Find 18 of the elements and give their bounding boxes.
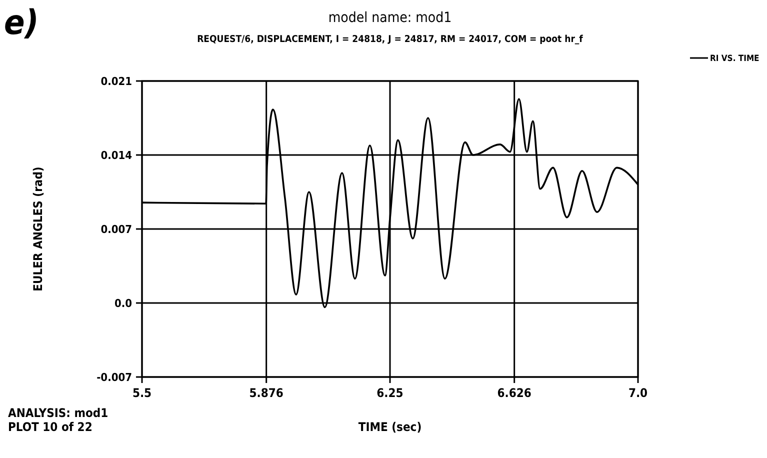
text: ANALYSIS: mod1 xyxy=(8,406,108,420)
y-tick-label: 0.014 xyxy=(100,149,132,162)
x-tick-label: 5.876 xyxy=(249,386,284,400)
x-tick-label: 6.25 xyxy=(376,386,404,400)
y-axis-title: EULER ANGLES (rad) xyxy=(31,166,45,292)
chart-subtitle: REQUEST/6, DISPLACEMENT, I = 24818, J = 24817, RM = 24017, COM = poot hr_f xyxy=(197,34,584,45)
y-tick-label: -0.007 xyxy=(96,371,132,384)
x-tick-label: 6.626 xyxy=(497,386,532,400)
text: PLOT 10 of 22 xyxy=(8,420,92,434)
x-tick-label: 5.5 xyxy=(132,386,152,400)
chart-title: model name: mod1 xyxy=(328,10,452,26)
x-axis-title: TIME (sec) xyxy=(358,420,422,434)
x-tick-label: 7.0 xyxy=(628,386,648,400)
legend-label: RI VS. TIME xyxy=(710,54,760,64)
y-tick-label: 0.007 xyxy=(100,223,132,236)
y-tick-label: 0.021 xyxy=(100,75,132,88)
text: e) xyxy=(4,3,39,43)
y-tick-label: 0.0 xyxy=(114,297,132,310)
